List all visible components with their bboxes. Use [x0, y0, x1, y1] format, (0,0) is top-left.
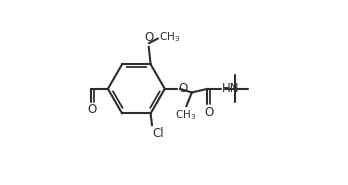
Text: CH$_3$: CH$_3$ [175, 108, 196, 122]
Text: HN: HN [222, 82, 240, 95]
Text: O: O [178, 82, 187, 95]
Text: Cl: Cl [153, 127, 164, 140]
Text: O: O [88, 103, 97, 116]
Text: O: O [204, 106, 213, 119]
Text: O: O [144, 31, 153, 44]
Text: CH$_3$: CH$_3$ [159, 31, 180, 44]
